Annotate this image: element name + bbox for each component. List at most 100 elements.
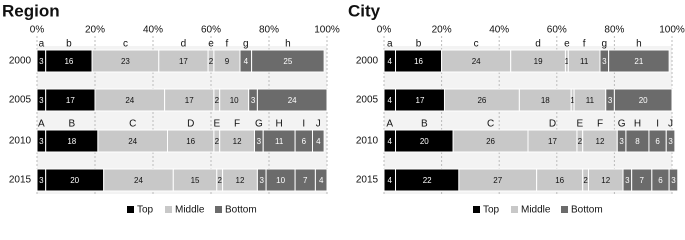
- segment-value: 4: [388, 96, 393, 105]
- segment-value: 2: [209, 57, 214, 66]
- segment-value: 27: [493, 176, 502, 185]
- segment-letter: h: [636, 39, 642, 50]
- segment-value: 2: [583, 176, 588, 185]
- segment-value: 17: [66, 96, 75, 105]
- segment-value: 12: [596, 137, 605, 146]
- segment-value: 15: [191, 176, 200, 185]
- segment-value: 9: [225, 57, 230, 66]
- segment-value: 23: [121, 57, 130, 66]
- legend-swatch: [511, 206, 518, 213]
- segment-value: 16: [64, 57, 73, 66]
- segment-value: 3: [625, 176, 630, 185]
- segment-value: 6: [655, 137, 660, 146]
- segment-value: 11: [275, 137, 284, 146]
- legend-swatch: [473, 206, 480, 213]
- segment-value: 3: [251, 96, 256, 105]
- segment-letter: H: [634, 119, 641, 130]
- row-label: 2005: [9, 95, 32, 106]
- segment-value: 12: [601, 176, 610, 185]
- segment-letter: I: [302, 119, 305, 130]
- segment-value: 1: [570, 96, 575, 105]
- legend-swatch: [165, 206, 172, 213]
- segment-letter: d: [181, 39, 187, 50]
- segment-letter: E: [213, 119, 220, 130]
- row-label: 2010: [9, 136, 32, 147]
- x-tick-label: 60%: [547, 25, 567, 36]
- segment-value: 3: [608, 96, 613, 105]
- segment-letter: J: [316, 119, 321, 130]
- x-tick-label: 80%: [259, 25, 279, 36]
- x-tick-label: 40%: [143, 25, 163, 36]
- segment-letter: g: [602, 39, 608, 50]
- segment-value: 10: [276, 176, 285, 185]
- segment-value: 3: [260, 176, 265, 185]
- legend-label: Bottom: [225, 205, 257, 216]
- segment-value: 2: [215, 137, 220, 146]
- segment-value: 11: [586, 96, 595, 105]
- segment-letter: h: [285, 39, 291, 50]
- segment-value: 24: [125, 96, 134, 105]
- segment-value: 2: [215, 96, 220, 105]
- segment-value: 11: [580, 57, 589, 66]
- segment-letter: f: [226, 39, 229, 50]
- segment-value: 17: [416, 96, 425, 105]
- segment-value: 10: [230, 96, 239, 105]
- segment-value: 4: [316, 137, 321, 146]
- segment-value: 12: [236, 176, 245, 185]
- segment-value: 18: [67, 137, 76, 146]
- bar-segment: [608, 49, 670, 73]
- segment-letter: B: [68, 119, 75, 130]
- segment-value: 7: [640, 176, 645, 185]
- segment-letter: f: [583, 39, 586, 50]
- segment-letter: G: [255, 119, 263, 130]
- segment-value: 2: [217, 176, 222, 185]
- legend-label: Bottom: [571, 205, 603, 216]
- segment-value: 3: [671, 176, 676, 185]
- segment-value: 4: [388, 57, 393, 66]
- segment-letter: D: [549, 119, 556, 130]
- segment-letter: c: [474, 39, 479, 50]
- segment-value: 24: [288, 96, 297, 105]
- segment-value: 17: [179, 57, 188, 66]
- segment-value: 18: [541, 96, 550, 105]
- segment-value: 4: [319, 176, 324, 185]
- x-tick-label: 20%: [85, 25, 105, 36]
- segment-value: 12: [233, 137, 242, 146]
- segment-value: 3: [39, 176, 44, 185]
- segment-value: 4: [388, 176, 393, 185]
- segment-letter: J: [668, 119, 673, 130]
- segment-value: 6: [302, 137, 307, 146]
- segment-value: 22: [423, 176, 432, 185]
- bar-segment: [256, 88, 328, 112]
- segment-letter: A: [38, 119, 45, 130]
- segment-value: 26: [477, 96, 486, 105]
- bar-segment: [613, 88, 673, 112]
- segment-value: 4: [388, 137, 393, 146]
- segment-value: 3: [619, 137, 624, 146]
- segment-value: 3: [39, 137, 44, 146]
- segment-letter: b: [66, 39, 72, 50]
- x-tick-label: 100%: [659, 25, 685, 36]
- panel-title: City: [348, 1, 381, 20]
- row-label: 2015: [356, 175, 379, 186]
- segment-letter: E: [577, 119, 584, 130]
- segment-value: 24: [472, 57, 481, 66]
- segment-letter: e: [208, 39, 214, 50]
- segment-value: 4: [244, 57, 249, 66]
- x-tick-label: 60%: [201, 25, 221, 36]
- x-tick-label: 80%: [604, 25, 624, 36]
- segment-value: 3: [39, 96, 44, 105]
- segment-letter: G: [618, 119, 626, 130]
- segment-value: 2: [578, 137, 583, 146]
- segment-value: 19: [534, 57, 543, 66]
- bar-segment: [314, 168, 328, 192]
- x-tick-label: 20%: [432, 25, 452, 36]
- segment-letter: g: [243, 39, 249, 50]
- legend-label: Top: [483, 205, 500, 216]
- row-label: 2010: [356, 136, 379, 147]
- segment-letter: c: [123, 39, 128, 50]
- segment-letter: F: [234, 119, 240, 130]
- segment-value: 1: [565, 57, 570, 66]
- segment-letter: C: [129, 119, 136, 130]
- x-tick-label: 100%: [314, 25, 340, 36]
